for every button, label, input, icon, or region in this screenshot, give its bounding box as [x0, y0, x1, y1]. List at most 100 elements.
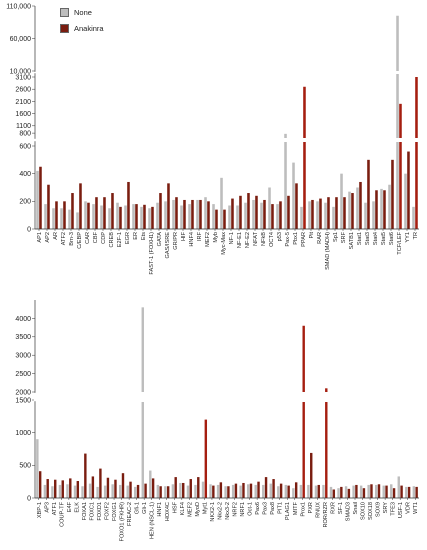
bottom-bar-none-20: [186, 485, 190, 498]
top-bar-none-12: [132, 204, 135, 229]
bottom-bar-none-18: [171, 484, 175, 498]
top-bar-none-42: [372, 201, 375, 229]
top-bar-anakinra-44: [391, 159, 394, 229]
top-category-label-47: TR: [413, 232, 419, 239]
legend-label-none: None: [74, 7, 92, 17]
top-bar-anakinra-10: [119, 206, 122, 229]
bottom-bar-anakinra-18: [174, 477, 177, 498]
bottom-category-label-33: PLAG1: [285, 502, 291, 520]
top-category-label-45: TCF/LEF: [397, 231, 403, 254]
bottom-category-label-20: MEF2: [187, 502, 193, 517]
bottom-bar-anakinra-16: [159, 486, 162, 498]
top-category-label-17: GR/PR: [173, 232, 179, 250]
top-category-label-28: NFkB: [261, 232, 267, 246]
top-bar-anakinra-8: [103, 197, 106, 229]
bottom-category-label-26: NRF2: [233, 502, 239, 517]
bottom-category-label-32: PIT1: [278, 502, 284, 514]
top-bar-none-44: [388, 184, 391, 229]
bottom-category-label-28: Oct-1: [248, 502, 254, 516]
bottom-bar-none-1: [43, 484, 47, 498]
bottom-bar-anakinra-34: [294, 482, 298, 498]
bottom-category-label-14: Gli-1: [142, 502, 148, 514]
bottom-bar-none-12: [126, 485, 129, 498]
bottom-category-label-5: ELK: [74, 502, 80, 513]
legend-label-anakinra: Anakinra: [74, 23, 104, 33]
bottom-bar-none-16: [156, 484, 160, 498]
top-bar-anakinra-3: [63, 201, 66, 229]
top-bar-none-0: [36, 170, 39, 229]
top-bar-anakinra-0: [39, 166, 42, 229]
top-bar-anakinra-32: [295, 183, 298, 229]
top-bar-anakinra-16: [167, 183, 170, 229]
top-category-label-32: Pbx1: [293, 232, 299, 245]
top-bar-none-39: [348, 191, 351, 229]
top-category-label-18: HIF: [181, 231, 187, 241]
top-bar-none-16: [164, 201, 167, 229]
bottom-category-label-1: AP3: [44, 502, 50, 513]
top-bar-anakinra-2: [55, 201, 58, 229]
bottom-category-label-6: FOXA1: [82, 502, 88, 520]
top-bar-none-14: [148, 208, 151, 229]
top-category-label-13: Ets: [141, 232, 147, 240]
top-y-tick-label-4: 800: [19, 131, 31, 138]
bottom-bar-none-45: [374, 484, 378, 498]
top-bar-anakinra-12: [135, 204, 138, 229]
top-bar-none-25: [236, 205, 239, 229]
top-bar-anakinra-19: [191, 199, 194, 229]
top-bar-none-20: [196, 199, 199, 229]
top-bar-none-10: [116, 202, 119, 229]
bottom-bar-anakinra-45: [377, 484, 381, 498]
top-bar-none-28: [260, 202, 263, 229]
bottom-bar-none-32: [277, 486, 280, 498]
top-bar-anakinra-9: [111, 193, 114, 229]
bottom-bar-anakinra-17: [166, 486, 170, 498]
top-bar-anakinra-23: [223, 209, 226, 229]
top-category-label-7: CBF: [93, 231, 99, 243]
bottom-category-label-10: FOXG1: [112, 502, 118, 521]
top-bar-anakinra-41: [367, 159, 370, 229]
bottom-bar-none-25: [224, 486, 227, 498]
top-bar-anakinra-45: [399, 103, 402, 229]
top-category-label-1: AP2: [45, 232, 51, 243]
top-y-tick-label-0: 0: [27, 226, 31, 233]
top-bar-none-34: [308, 201, 311, 229]
top-bar-none-35: [316, 201, 319, 229]
top-bar-anakinra-47: [415, 77, 418, 229]
bottom-bar-none-10: [111, 484, 114, 498]
top-category-label-23: Myc-Max: [221, 232, 227, 255]
top-bar-anakinra-13: [143, 204, 146, 229]
bottom-bar-anakinra-25: [227, 486, 230, 498]
top-bar-none-2: [52, 208, 55, 229]
top-category-label-34: Pit: [309, 232, 315, 239]
top-bar-none-38: [340, 173, 343, 229]
top-category-label-42: Stat4: [373, 232, 379, 245]
top-category-label-22: Myb: [213, 232, 219, 243]
bottom-category-label-31: Pax8: [270, 502, 276, 515]
bottom-bar-none-24: [216, 484, 220, 498]
bottom-category-label-34: MITF: [293, 501, 299, 515]
top-category-label-46: YY1: [405, 232, 411, 243]
bottom-category-label-16: HNF1: [157, 502, 163, 517]
bottom-y-tick-label-0: 0: [27, 495, 31, 502]
bottom-bar-anakinra-3: [61, 480, 64, 498]
top-bar-anakinra-38: [343, 197, 346, 229]
bottom-bar-anakinra-0: [38, 471, 42, 498]
top-category-label-35: RAR: [317, 232, 323, 244]
top-bar-anakinra-39: [351, 193, 354, 229]
top-y-tick-label-8: 2600: [15, 87, 31, 94]
top-category-label-5: C/EBP: [77, 232, 83, 249]
top-y-tick-label-7: 2100: [15, 99, 31, 106]
top-bar-none-37: [332, 206, 335, 229]
bottom-category-label-29: Pax6: [255, 502, 261, 515]
bottom-bar-anakinra-21: [197, 477, 200, 498]
bottom-category-label-38: ROR/RZR: [323, 502, 329, 527]
top-category-label-9: CREB: [109, 232, 115, 248]
top-bar-none-43: [380, 188, 383, 229]
top-category-label-36: SMAD (MADH): [325, 232, 331, 270]
top-category-label-25: NF-E1: [237, 232, 243, 248]
top-bar-none-41: [364, 202, 367, 229]
bottom-bar-none-47: [390, 484, 393, 498]
top-category-label-6: CAR: [85, 232, 91, 244]
bottom-y-tick-label-1: 500: [19, 463, 31, 470]
bottom-y-tick-label-4: 2000: [15, 389, 31, 396]
